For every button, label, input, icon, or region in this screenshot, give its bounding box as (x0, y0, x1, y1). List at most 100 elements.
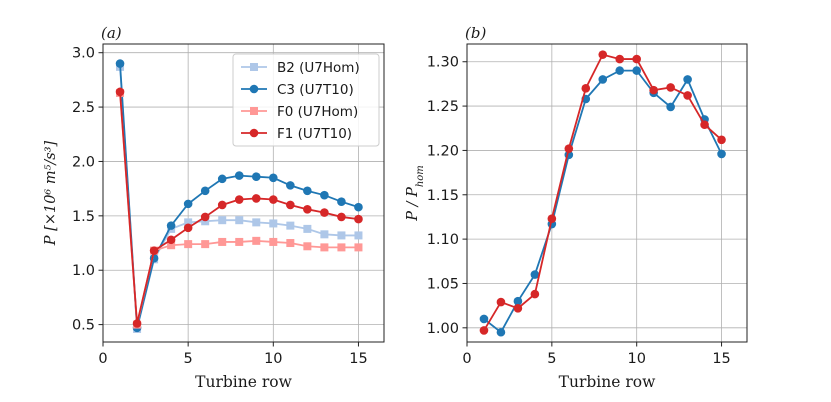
y-axis-label: P [×10⁶ m⁵/s³] (43, 140, 59, 246)
data-point (235, 237, 244, 246)
data-point (303, 186, 312, 196)
data-point (320, 190, 329, 200)
data-point (479, 326, 489, 335)
data-point (132, 319, 142, 328)
data-point (598, 50, 608, 59)
data-point (303, 205, 312, 214)
data-point (666, 102, 675, 112)
data-point (303, 224, 312, 233)
legend-marker (250, 107, 258, 115)
legend-entry-label: F0 (U7Hom) (277, 104, 358, 120)
data-point (632, 54, 641, 64)
data-point (200, 212, 210, 222)
legend-marker (249, 84, 259, 94)
data-point (337, 243, 346, 252)
y-tick-label: 1.00 (427, 321, 459, 337)
y-tick-label: 1.20 (427, 143, 459, 159)
x-axis-label: Turbine row (559, 373, 656, 391)
data-point (496, 327, 506, 337)
data-point (513, 296, 523, 306)
data-point (269, 195, 278, 204)
data-point (234, 171, 244, 180)
y-tick-label: 2.0 (72, 154, 95, 170)
data-point (183, 223, 193, 233)
data-point (218, 216, 227, 225)
data-point (717, 149, 726, 159)
legend-marker (249, 128, 259, 138)
data-point (649, 85, 658, 95)
data-point (615, 54, 625, 64)
data-point (683, 91, 692, 100)
data-point (251, 194, 261, 203)
x-tick-label: 5 (184, 351, 193, 367)
data-point (286, 181, 295, 190)
data-point (115, 59, 125, 68)
data-point (286, 200, 295, 210)
data-point (235, 216, 244, 225)
data-point (269, 173, 278, 183)
data-point (700, 120, 709, 130)
x-tick-label: 10 (264, 351, 282, 367)
y-tick-label: 0.5 (72, 318, 95, 334)
data-point (354, 231, 363, 240)
y-tick-label: 2.5 (72, 100, 95, 116)
axes-frame (102, 43, 385, 343)
data-point (320, 243, 329, 252)
data-point (166, 221, 176, 230)
data-point (496, 297, 506, 307)
data-point (683, 75, 692, 84)
data-point (286, 221, 295, 230)
data-point (149, 246, 159, 255)
data-point (354, 243, 363, 252)
y-tick-label: 1.15 (427, 188, 459, 204)
data-point (166, 235, 176, 245)
y-axis-label-subscript: hom (415, 165, 426, 187)
x-tick-label: 15 (349, 351, 367, 367)
x-tick-label: 5 (547, 351, 556, 367)
x-tick-label: 10 (627, 351, 645, 367)
data-point (269, 237, 278, 246)
data-point (303, 242, 312, 251)
data-point (286, 239, 295, 248)
data-point (320, 230, 329, 239)
data-point (337, 212, 346, 222)
series-line-0 (483, 69, 723, 334)
x-tick-label: 15 (712, 351, 730, 367)
data-point (666, 83, 675, 92)
data-point (184, 218, 193, 227)
axes-frame (466, 43, 748, 343)
y-axis-label: P / Phom (405, 165, 426, 222)
data-point (218, 237, 227, 246)
legend-entry-label: B2 (U7Hom) (277, 60, 360, 76)
data-point (200, 186, 210, 196)
panel-a-group: 0 5 10 15 0.5 1.0 1.5 2.0 2.5 3.0 Turbine row P [×1… (43, 24, 385, 391)
x-tick-label: 0 (98, 351, 107, 367)
data-point (252, 218, 261, 227)
y-tick-label: 1.25 (427, 99, 459, 115)
data-point (354, 214, 363, 224)
data-point (717, 135, 726, 145)
data-point (337, 197, 346, 207)
x-axis-label: Turbine row (195, 373, 292, 391)
x-tick-label: 0 (462, 351, 471, 367)
data-point (530, 270, 540, 279)
panel-label: (a) (101, 24, 122, 42)
data-point (632, 66, 641, 75)
data-point (269, 219, 278, 228)
data-point (615, 66, 625, 75)
data-point (184, 240, 193, 249)
data-point (115, 87, 125, 97)
data-point (320, 208, 329, 217)
data-point (217, 200, 227, 210)
data-point (479, 314, 489, 324)
panel-label: (b) (465, 24, 486, 42)
data-point (167, 241, 176, 250)
y-tick-label: 1.05 (427, 276, 459, 292)
data-point (581, 84, 591, 93)
y-tick-label: 1.5 (72, 209, 95, 225)
data-point (217, 174, 227, 184)
data-point (564, 144, 574, 153)
y-tick-label: 1.30 (427, 55, 459, 71)
legend-entry-label: C3 (U7T10) (277, 82, 354, 98)
